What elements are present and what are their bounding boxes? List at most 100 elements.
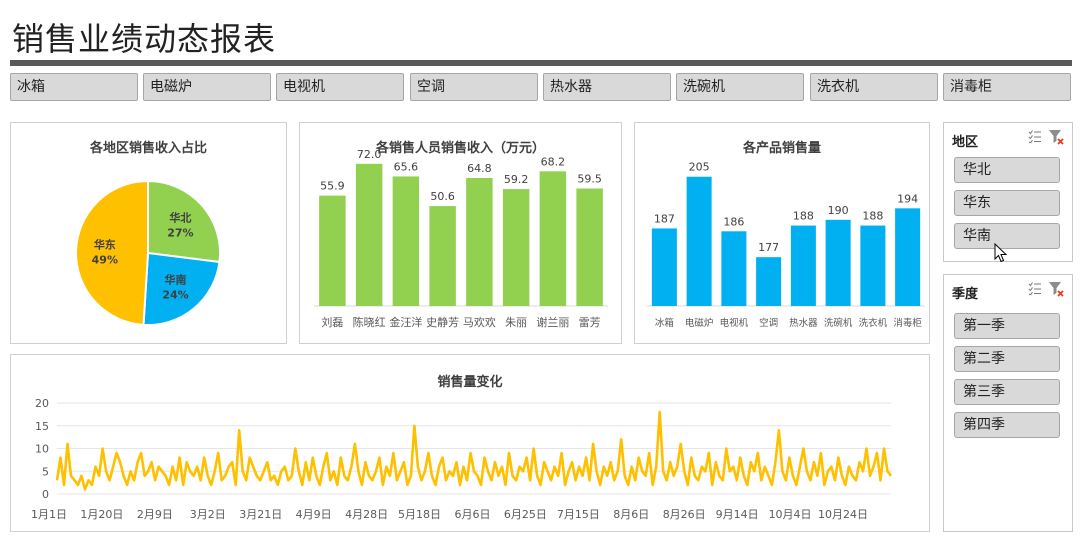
- category-label: 冰箱: [655, 317, 674, 329]
- pie-slice: [142, 251, 221, 326]
- x-tick-label: 4月9日: [296, 508, 332, 521]
- pie-slice-label: 27%: [167, 226, 193, 239]
- clear-filter-icon[interactable]: [1048, 129, 1064, 145]
- region-item-south[interactable]: 华南: [954, 223, 1060, 249]
- bar-value-label: 65.6: [394, 160, 419, 173]
- clear-filter-icon[interactable]: [1048, 281, 1064, 297]
- multi-select-icon[interactable]: [1028, 281, 1042, 295]
- x-tick-label: 3月21日: [239, 508, 282, 521]
- region-item-north[interactable]: 华北: [954, 157, 1060, 183]
- title-divider: [10, 60, 1072, 66]
- product-button-air-conditioner[interactable]: 空调: [410, 73, 538, 101]
- bar: [429, 206, 456, 306]
- category-label: 洗衣机: [859, 317, 888, 329]
- x-tick-label: 5月18日: [398, 508, 441, 521]
- product-button-induction-cooker[interactable]: 电磁炉: [143, 73, 271, 101]
- region-slicer-title: 地区: [952, 135, 979, 150]
- x-tick-label: 10月24日: [818, 508, 868, 521]
- product-button-tv[interactable]: 电视机: [276, 73, 404, 101]
- multi-select-icon[interactable]: [1028, 129, 1042, 143]
- x-tick-label: 10月4日: [769, 508, 812, 521]
- category-label: 洗碗机: [824, 317, 853, 329]
- season-slicer-title: 季度: [952, 287, 979, 302]
- product-button-washing-machine[interactable]: 洗衣机: [810, 73, 938, 101]
- x-tick-label: 6月6日: [454, 508, 490, 521]
- bar-value-label: 55.9: [320, 180, 345, 193]
- bar: [651, 228, 677, 306]
- bar-value-label: 194: [897, 192, 918, 205]
- x-tick-label: 2月9日: [137, 508, 173, 521]
- bar: [576, 188, 603, 306]
- product-button-sterilizer[interactable]: 消毒柜: [943, 73, 1071, 101]
- x-tick-label: 7月15日: [557, 508, 600, 521]
- y-tick-label: 0: [42, 488, 49, 501]
- pie-slice-label: 49%: [92, 254, 118, 267]
- x-tick-label: 3月2日: [190, 508, 226, 521]
- sales-trend-line: [55, 410, 893, 491]
- category-label: 雷芳: [579, 315, 601, 329]
- sales-people-bar-chart: 55.9 刘磊 72.0 陈晓红 65.6 金汪洋 50.6 史静芳 64.8 马欢欢 59.2 朱丽…: [314, 148, 608, 329]
- bar-value-label: 64.8: [467, 162, 492, 175]
- category-label: 空调: [759, 317, 778, 329]
- category-label: 电磁炉: [685, 317, 714, 329]
- product-button-fridge[interactable]: 冰箱: [10, 73, 138, 101]
- bar: [686, 176, 712, 306]
- product-qty-bar-chart: 187 冰箱 205 电磁炉 186 电视机 177 空调 188 热水器 190 洗碗机 188 洗衣机…: [647, 161, 925, 329]
- pie-chart-title: 各地区销售收入占比: [89, 141, 207, 156]
- region-item-east[interactable]: 华东: [954, 190, 1060, 216]
- bar-value-label: 188: [862, 210, 883, 223]
- sales-people-chart-panel: 各销售人员销售收入（万元） 55.9 刘磊 72.0 陈晓红 65.6 金汪洋 50.6 史静…: [299, 122, 622, 344]
- bar-value-label: 59.2: [504, 173, 529, 186]
- bar: [756, 257, 782, 306]
- product-button-water-heater[interactable]: 热水器: [543, 73, 671, 101]
- product-slicer-row: 冰箱 电磁炉 电视机 空调 热水器 洗碗机 洗衣机 消毒柜: [10, 73, 1076, 101]
- bar: [825, 219, 851, 306]
- season-item-q4[interactable]: 第四季: [954, 412, 1060, 438]
- product-qty-chart-title: 各产品销售量: [742, 141, 821, 156]
- category-label: 史静芳: [426, 315, 459, 329]
- pie-slice: [147, 179, 221, 264]
- bar: [319, 195, 346, 306]
- region-slicer: 地区 华北 华东 华南: [943, 122, 1073, 263]
- pie-slice: [75, 179, 149, 326]
- season-slicer: 季度 第一季 第二季 第三季 第四季: [943, 274, 1073, 532]
- pie-chart: 华北 27% 华南 24% 华东 49%: [75, 179, 221, 326]
- bar-value-label: 50.6: [430, 190, 455, 203]
- sales-trend-chart-title: 销售量变化: [437, 375, 503, 390]
- season-item-q1[interactable]: 第一季: [954, 313, 1060, 339]
- bar-value-label: 59.5: [577, 172, 602, 185]
- season-item-q3[interactable]: 第三季: [954, 379, 1060, 405]
- bar: [466, 178, 493, 306]
- category-label: 消毒柜: [893, 317, 922, 329]
- pie-slice-label: 24%: [162, 288, 188, 301]
- bar: [355, 163, 383, 306]
- bar: [790, 225, 816, 306]
- category-label: 陈晓红: [353, 315, 386, 329]
- bar-value-label: 72.0: [357, 148, 382, 161]
- bar: [392, 176, 420, 306]
- bar-value-label: 205: [689, 161, 710, 174]
- pie-slice-name: 华南: [165, 272, 187, 286]
- category-label: 电视机: [720, 317, 749, 329]
- page-title: 销售业绩动态报表: [12, 20, 277, 58]
- x-tick-label: 8月6日: [613, 508, 649, 521]
- x-tick-label: 4月28日: [345, 508, 388, 521]
- mouse-cursor-icon: [994, 243, 1008, 263]
- bar: [539, 171, 567, 306]
- bar: [860, 225, 886, 306]
- x-tick-label: 6月25日: [504, 508, 547, 521]
- bar: [502, 189, 530, 306]
- category-label: 热水器: [789, 317, 818, 329]
- category-label: 刘磊: [321, 316, 343, 329]
- bar: [895, 208, 921, 306]
- category-label: 谢兰丽: [536, 315, 569, 329]
- bar-value-label: 177: [758, 241, 779, 254]
- pie-slice-name: 华东: [94, 238, 116, 252]
- bar-value-label: 190: [828, 204, 849, 217]
- y-tick-label: 5: [42, 465, 49, 478]
- product-button-dishwasher[interactable]: 洗碗机: [676, 73, 804, 101]
- y-tick-label: 10: [35, 443, 49, 456]
- season-item-q2[interactable]: 第二季: [954, 346, 1060, 372]
- x-tick-label: 8月26日: [663, 508, 706, 521]
- category-label: 朱丽: [505, 316, 527, 329]
